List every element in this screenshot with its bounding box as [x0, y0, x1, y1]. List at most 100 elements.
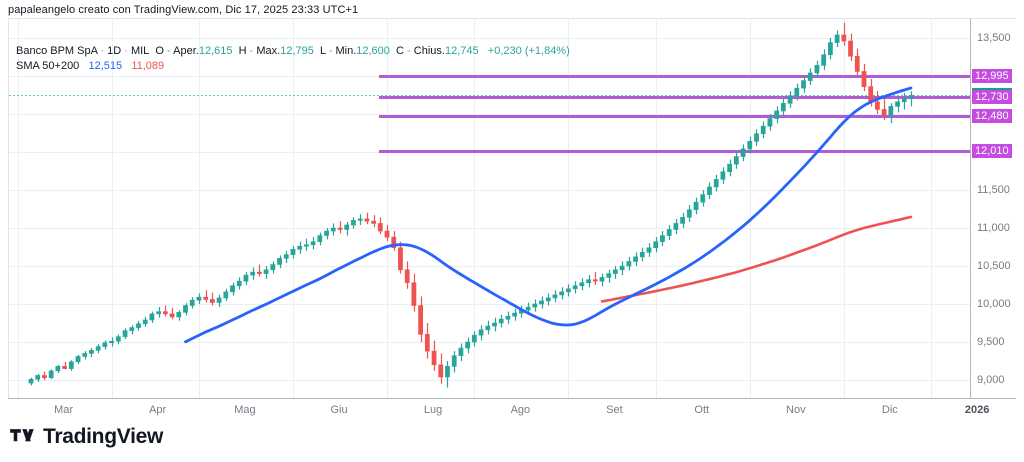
footer-branding: TradingView: [10, 425, 163, 449]
candle-body: [485, 325, 491, 331]
candle-body: [35, 375, 41, 380]
candle-body: [586, 279, 591, 284]
candle-body: [156, 311, 162, 315]
candlestick-series: [28, 22, 914, 388]
candle-body: [700, 194, 706, 203]
candle-body: [330, 227, 336, 232]
time-axis-tick: Nov: [786, 404, 806, 416]
candle-body: [686, 209, 692, 218]
price-axis[interactable]: 13,500 11,500 11,000 10,500 10,000 9,500 9,000…: [970, 18, 1016, 398]
candle-body: [639, 252, 645, 258]
candle-body: [572, 285, 578, 290]
candle-body: [310, 241, 316, 246]
candle-body: [566, 288, 571, 293]
candle-body: [512, 312, 518, 317]
candle-body: [747, 141, 753, 150]
candle-body: [828, 42, 833, 56]
tradingview-wordmark: TradingView: [43, 425, 164, 448]
candle-body: [760, 125, 766, 135]
chart-plot-area[interactable]: [8, 18, 970, 398]
candle-body: [767, 118, 773, 127]
candle-body: [901, 98, 907, 103]
candle-body: [458, 347, 464, 356]
price-line-badge[interactable]: 12,010: [972, 144, 1012, 159]
price-line-badge[interactable]: 12,995: [972, 69, 1012, 84]
candle-body: [391, 236, 397, 249]
price-line-badge[interactable]: 12,480: [972, 108, 1012, 123]
candle-body: [868, 86, 874, 103]
candle-body: [613, 269, 618, 274]
candle-body: [42, 375, 47, 379]
candle-body: [62, 366, 67, 369]
candle-body: [270, 264, 276, 271]
candle-body: [55, 366, 61, 372]
price-axis-tick: 10,000: [977, 298, 1011, 310]
candle-body: [821, 54, 827, 66]
candle-body: [203, 296, 209, 300]
candle-body: [599, 277, 605, 282]
candle-body: [351, 220, 356, 226]
candle-body: [404, 269, 410, 284]
time-axis-tick: 2026: [964, 404, 990, 416]
candle-body: [660, 235, 665, 242]
time-axis-tick: Apr: [149, 404, 167, 416]
candle-body: [364, 218, 370, 222]
candle-body: [707, 186, 712, 195]
sma-200-line: [600, 215, 913, 303]
candle-body: [908, 95, 914, 100]
candle-body: [653, 241, 659, 249]
candle-body: [834, 34, 840, 43]
candle-body: [814, 65, 820, 74]
price-axis-tick: 9,500: [977, 336, 1005, 348]
candle-body: [888, 106, 894, 116]
candle-body: [592, 279, 598, 282]
candle-body: [552, 294, 558, 299]
candle-body: [324, 230, 329, 236]
candle-body: [48, 370, 54, 379]
candle-body: [431, 350, 437, 366]
price-line-badge[interactable]: 12,730: [972, 89, 1012, 104]
candle-body: [794, 87, 800, 97]
candle-body: [75, 356, 81, 363]
candle-body: [196, 296, 202, 301]
candle-body: [451, 355, 457, 367]
candle-body: [183, 305, 188, 313]
candle-body: [478, 329, 484, 336]
candle-body: [545, 297, 551, 302]
candle-body: [780, 103, 786, 112]
time-axis[interactable]: Mar Apr Mag Giu Lug Ago Set Ott Nov Dic 2026: [8, 398, 1016, 422]
candle-body: [727, 163, 733, 173]
time-axis-tick: Mar: [54, 404, 74, 416]
candle-body: [250, 271, 256, 276]
time-axis-tick: Lug: [423, 404, 443, 416]
price-axis-tick: 10,500: [977, 260, 1011, 272]
chart-frame: 13,500 11,500 11,000 10,500 10,000 9,500 9,000…: [8, 18, 1016, 416]
tradingview-logo-icon: [10, 429, 34, 442]
candle-body: [337, 227, 343, 230]
candle-body: [283, 254, 289, 259]
candle-body: [68, 361, 74, 369]
candle-body: [82, 353, 88, 357]
candle-body: [492, 322, 497, 327]
candle-body: [384, 230, 390, 238]
price-axis-tick: 11,000: [977, 222, 1010, 234]
candle-body: [465, 341, 471, 349]
candle-body: [740, 148, 746, 157]
candle-body: [733, 156, 739, 165]
candle-body: [774, 110, 780, 119]
candle-body: [317, 235, 323, 242]
candle-body: [875, 101, 880, 110]
candle-body: [801, 80, 806, 89]
candle-body: [633, 256, 638, 262]
candle-body: [854, 55, 860, 72]
candle-body: [471, 334, 477, 343]
candle-body: [297, 245, 303, 250]
candle-body: [95, 346, 101, 351]
price-axis-tick: 11,500: [977, 184, 1010, 196]
candle-body: [263, 269, 269, 274]
candle-body: [418, 305, 424, 335]
candle-body: [646, 247, 652, 253]
candle-body: [532, 303, 538, 308]
candle-body: [720, 171, 726, 180]
candle-body: [673, 223, 679, 230]
